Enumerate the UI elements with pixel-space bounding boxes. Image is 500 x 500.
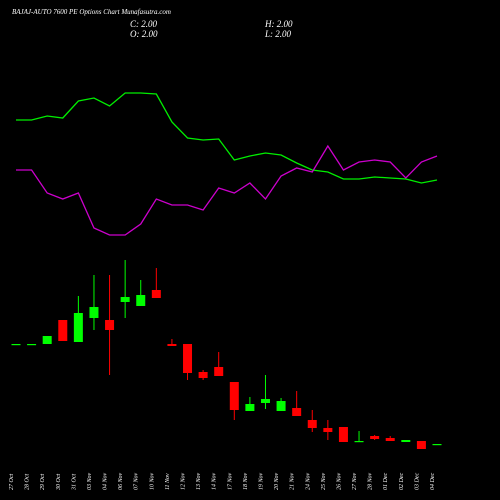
candle-body: [136, 295, 146, 306]
candle-body: [11, 344, 21, 346]
x-tick-label: 14 Nov: [211, 472, 218, 490]
candle-body: [416, 441, 426, 449]
x-tick-label: 03 Nov: [87, 472, 93, 490]
candle-body: [292, 408, 302, 416]
x-tick-label: 25 Nov: [321, 472, 327, 490]
candle-body: [401, 440, 411, 442]
candle-body: [260, 399, 270, 403]
candle-body: [42, 336, 52, 344]
candle-body: [73, 313, 83, 342]
x-tick-label: 27 Nov: [352, 472, 358, 490]
indicator-line: [16, 92, 438, 184]
candle-body: [338, 427, 348, 442]
x-tick-label: 24 Nov: [304, 472, 311, 490]
x-tick-label: 27 Oct: [9, 474, 15, 490]
x-tick-label: 03 Dec: [414, 473, 420, 490]
candle-body: [89, 307, 99, 318]
x-tick-label: 13 Nov: [196, 472, 202, 490]
x-tick-label: 04 Dec: [429, 473, 436, 490]
x-tick-label: 29 Oct: [40, 474, 46, 490]
x-tick-label: 04 Nov: [102, 472, 109, 490]
x-tick-label: 17 Nov: [227, 472, 233, 490]
stat-close: C: 2.00: [130, 19, 158, 29]
candle-body: [323, 428, 333, 432]
candle-body: [370, 436, 380, 439]
x-tick-label: 19 Nov: [258, 472, 264, 490]
candle-body: [198, 372, 208, 378]
candle-body: [432, 444, 442, 446]
x-tick-label: 31 Oct: [71, 474, 77, 491]
x-tick-label: 01 Dec: [383, 473, 389, 490]
x-tick-label: 26 Nov: [336, 472, 342, 490]
x-tick-label: 02 Dec: [399, 473, 405, 490]
x-tick-label: 30 Oct: [56, 474, 62, 491]
candle-body: [183, 344, 193, 373]
chart-title: BAJAJ-AUTO 7600 PE Options Chart Munafas…: [12, 8, 171, 16]
candle-body: [167, 344, 177, 346]
x-tick-label: 06 Nov: [118, 472, 124, 490]
x-tick-label: 28 Nov: [368, 472, 374, 490]
x-tick-label: 07 Nov: [134, 472, 140, 490]
x-tick-label: 10 Nov: [149, 472, 155, 490]
candle-body: [354, 441, 364, 443]
candle-body: [214, 367, 224, 376]
x-tick-label: 21 Nov: [290, 472, 296, 490]
candle-body: [385, 438, 395, 441]
x-tick-label: 20 Nov: [274, 472, 280, 490]
candle-body: [229, 382, 239, 410]
x-tick-label: 28 Oct: [25, 474, 31, 490]
candle-body: [58, 320, 68, 341]
stat-open: O: 2.00: [130, 29, 158, 39]
indicator-line: [16, 144, 438, 236]
stat-low: L: 2.00: [264, 29, 292, 39]
candle-body: [151, 290, 161, 298]
candle-body: [105, 320, 115, 330]
x-tick-label: 12 Nov: [181, 472, 187, 490]
candle-body: [276, 401, 286, 411]
candle-body: [27, 344, 37, 346]
candle-body: [307, 420, 317, 428]
x-tick-label: 11 Nov: [165, 473, 171, 490]
x-tick-label: 18 Nov: [243, 472, 249, 490]
candle-body: [120, 297, 130, 302]
stat-high: H: 2.00: [264, 19, 293, 29]
candle-body: [245, 404, 255, 411]
